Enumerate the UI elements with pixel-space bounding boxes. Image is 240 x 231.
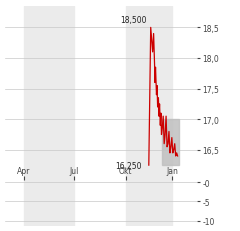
Bar	[126, 181, 172, 226]
Text: 18,500: 18,500	[120, 16, 146, 25]
Bar	[24, 7, 74, 181]
Text: 16,250: 16,250	[115, 161, 142, 170]
Bar	[126, 7, 172, 181]
Bar	[162, 120, 179, 165]
Bar	[24, 181, 74, 226]
